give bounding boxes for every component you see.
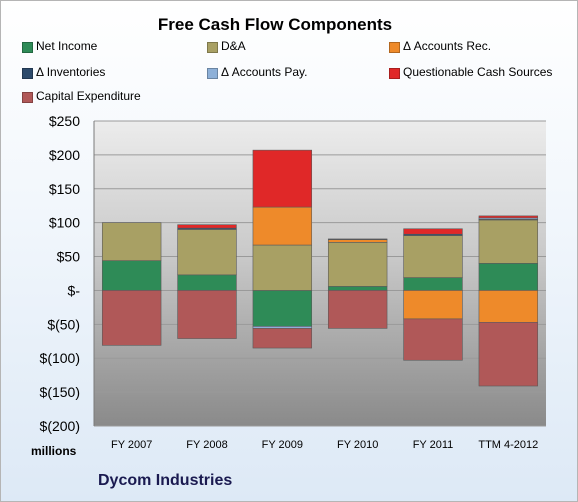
legend-swatch bbox=[22, 68, 33, 79]
legend-swatch bbox=[389, 42, 400, 53]
legend-label: Δ Inventories bbox=[36, 65, 106, 79]
legend-item-accounts-rec: Δ Accounts Rec. bbox=[389, 39, 492, 53]
y-tick-label: $- bbox=[68, 282, 81, 298]
x-tick-label: TTM 4-2012 bbox=[478, 439, 538, 451]
bar-segment bbox=[252, 328, 313, 349]
y-tick-label: $(100) bbox=[40, 350, 80, 366]
bar-segment bbox=[177, 224, 237, 229]
legend-label: Δ Accounts Rec. bbox=[403, 39, 492, 53]
legend-label: Δ Accounts Pay. bbox=[221, 65, 308, 79]
bar-segment bbox=[327, 238, 388, 240]
legend-swatch bbox=[207, 42, 218, 53]
legend-item-net-income: Net Income bbox=[22, 39, 98, 53]
legend-label: Net Income bbox=[36, 39, 98, 53]
chart-title: Free Cash Flow Components bbox=[157, 15, 393, 34]
legend-swatch bbox=[22, 92, 33, 103]
bar-segment bbox=[252, 290, 313, 327]
bar-segment bbox=[177, 274, 237, 291]
y-tick-label: $50 bbox=[57, 249, 81, 265]
legend-item-da: D&A bbox=[207, 39, 246, 53]
bar-segment bbox=[177, 229, 237, 276]
bar-segment bbox=[101, 222, 162, 261]
bar-segment bbox=[478, 219, 539, 264]
plot-area: $250 $200 $150 $100 $50 $- $(50) $(100) $(150) $(… bbox=[40, 113, 546, 451]
x-tick-label: FY 2009 bbox=[262, 439, 303, 451]
y-tick-label: $100 bbox=[49, 215, 80, 231]
legend-label: D&A bbox=[221, 39, 246, 53]
bar-segment bbox=[478, 263, 539, 291]
bar-segment bbox=[403, 228, 463, 235]
bar-segment bbox=[403, 318, 463, 361]
y-tick-label: $150 bbox=[49, 181, 80, 197]
bar-segment bbox=[478, 290, 539, 323]
bar-segment bbox=[403, 235, 463, 278]
x-tick-label: FY 2007 bbox=[111, 439, 152, 451]
bar-segment bbox=[252, 244, 313, 291]
legend-swatch bbox=[389, 68, 400, 79]
legend-item-accounts-pay: Δ Accounts Pay. bbox=[207, 65, 308, 79]
bar-segment bbox=[252, 149, 313, 208]
y-unit-label: millions bbox=[31, 444, 77, 458]
y-tick-label: $(50) bbox=[47, 316, 80, 332]
legend-item-inventories: Δ Inventories bbox=[22, 65, 106, 79]
bar-segment bbox=[403, 277, 463, 291]
y-tick-label: $(150) bbox=[40, 384, 80, 400]
bar-segment bbox=[478, 215, 539, 219]
legend-swatch bbox=[22, 42, 33, 53]
company-name: Dycom Industries bbox=[98, 472, 233, 489]
plot-background bbox=[94, 121, 546, 426]
bar-segment bbox=[327, 290, 388, 329]
bar-segment bbox=[252, 206, 313, 246]
bar-segment bbox=[327, 242, 388, 287]
y-tick-label: $250 bbox=[49, 113, 80, 129]
legend-item-capex: Capital Expenditure bbox=[22, 89, 141, 103]
bar-segment bbox=[101, 290, 162, 346]
legend-item-questionable-cash: Questionable Cash Sources bbox=[389, 65, 553, 79]
legend-swatch bbox=[207, 68, 218, 79]
bar-segment bbox=[327, 286, 388, 291]
bar-segment bbox=[177, 290, 237, 339]
bar-segment bbox=[252, 326, 313, 329]
x-tick-label: FY 2008 bbox=[186, 439, 227, 451]
bar-segment bbox=[101, 260, 162, 291]
bar-segment bbox=[403, 290, 463, 320]
legend-label: Questionable Cash Sources bbox=[403, 65, 553, 79]
bar-segment bbox=[327, 239, 388, 243]
legend-label: Capital Expenditure bbox=[36, 89, 141, 103]
x-tick-label: FY 2011 bbox=[413, 439, 454, 451]
y-tick-label: $200 bbox=[49, 147, 80, 163]
x-tick-label: FY 2010 bbox=[337, 439, 378, 451]
y-tick-label: $(200) bbox=[40, 418, 80, 434]
bar-segment bbox=[478, 321, 539, 387]
